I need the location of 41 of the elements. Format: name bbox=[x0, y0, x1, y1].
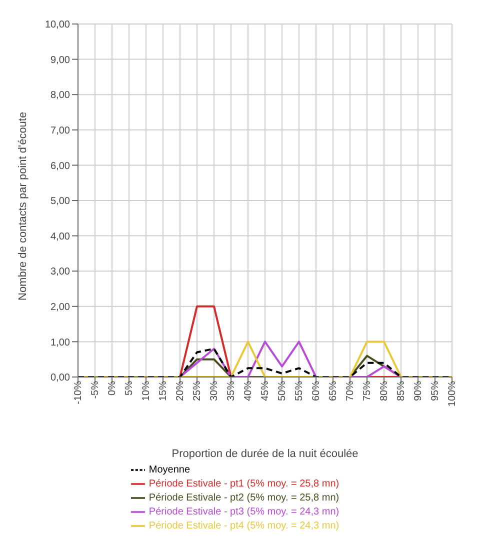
y-tick-label: 0,00 bbox=[50, 372, 70, 384]
legend-label: Moyenne bbox=[148, 464, 190, 476]
y-tick-label: 5,00 bbox=[50, 196, 70, 208]
x-tick-label: 40% bbox=[243, 380, 254, 402]
y-tick-label: 10,00 bbox=[44, 20, 70, 31]
y-tick-label: 3,00 bbox=[50, 266, 70, 278]
x-tick-label: 70% bbox=[345, 380, 356, 402]
x-tick-label: 10% bbox=[141, 380, 152, 402]
x-tick-label: 15% bbox=[158, 380, 170, 402]
x-tick-label: 55% bbox=[294, 380, 306, 402]
x-tick-label: 80% bbox=[379, 380, 390, 402]
x-tick-label: 65% bbox=[328, 380, 340, 402]
x-tick-label: 20% bbox=[175, 380, 186, 402]
x-tick-label: 0% bbox=[107, 380, 118, 396]
legend-label: Période Estivale - pt3 (5% moy. = 24,3 mn) bbox=[148, 506, 340, 518]
x-tick-label: 75% bbox=[362, 380, 374, 402]
legend-label: Période Estivale - pt2 (5% moy. = 25,8 mn) bbox=[148, 492, 340, 504]
y-tick-label: 8,00 bbox=[50, 90, 70, 102]
x-tick-label: -10% bbox=[73, 380, 84, 404]
y-tick-label: 1,00 bbox=[50, 337, 70, 348]
legend-label: Période Estivale - pt4 (5% moy. = 24,3 mn) bbox=[148, 520, 340, 532]
x-tick-label: 100% bbox=[447, 380, 458, 407]
x-axis-title: Proportion de durée de la nuit écoulée bbox=[172, 448, 358, 460]
x-tick-label: 45% bbox=[260, 380, 272, 402]
x-tick-label: 25% bbox=[192, 380, 204, 402]
y-tick-label: 6,00 bbox=[50, 160, 70, 172]
y-tick-label: 9,00 bbox=[50, 54, 70, 66]
x-tick-label: 50% bbox=[277, 380, 288, 402]
legend-label: Période Estivale - pt1 (5% moy. = 25,8 mn) bbox=[148, 478, 340, 490]
x-tick-label: 95% bbox=[430, 380, 442, 402]
x-tick-label: 35% bbox=[226, 380, 238, 402]
y-tick-label: 2,00 bbox=[50, 302, 70, 313]
x-tick-label: 5% bbox=[124, 380, 136, 396]
x-tick-label: -5% bbox=[90, 380, 102, 399]
y-axis-title: Nombre de contacts par point d'écoute bbox=[16, 112, 29, 300]
x-tick-label: 30% bbox=[209, 380, 220, 402]
x-tick-label: 90% bbox=[413, 380, 424, 402]
y-tick-label: 4,00 bbox=[50, 231, 70, 242]
x-tick-label: 60% bbox=[311, 380, 322, 402]
y-tick-label: 7,00 bbox=[50, 125, 70, 136]
x-tick-label: 85% bbox=[396, 380, 408, 402]
